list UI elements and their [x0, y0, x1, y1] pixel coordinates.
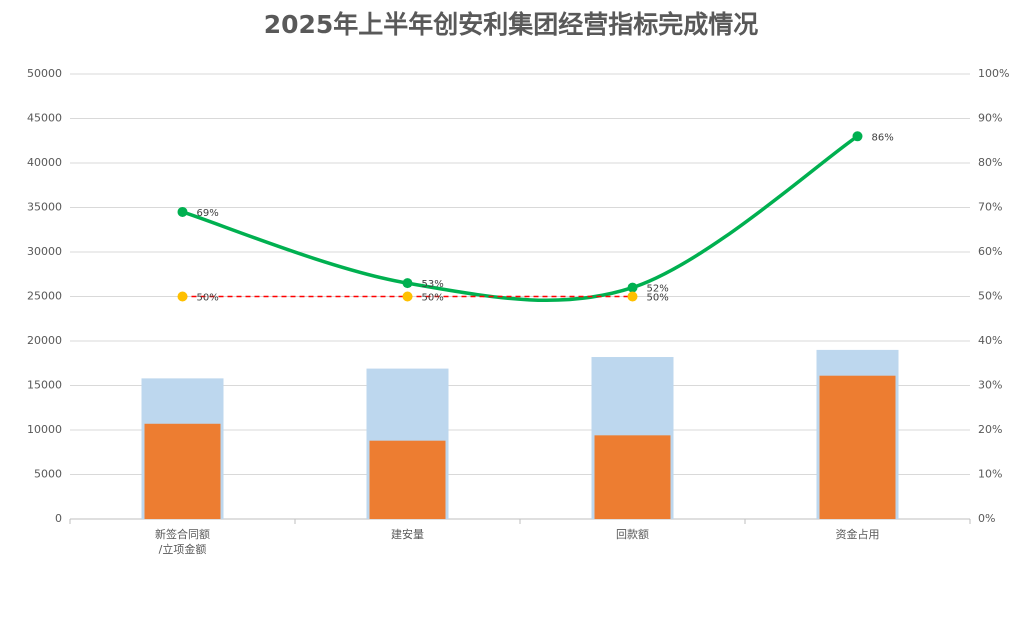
chart-title: 2025年上半年创安利集团经营指标完成情况 — [264, 10, 759, 39]
y-tick-label: 15000 — [27, 379, 62, 392]
y-tick-label: 45000 — [27, 112, 62, 125]
y-tick-label: 10000 — [27, 423, 62, 436]
bar — [819, 375, 896, 519]
y-tick-label: 0 — [55, 512, 62, 525]
bar — [369, 440, 446, 519]
y2-tick-label: 30% — [978, 379, 1002, 392]
y-tick-label: 50000 — [27, 67, 62, 80]
marker — [402, 278, 413, 289]
y2-tick-label: 100% — [978, 67, 1009, 80]
value-label: 86% — [872, 132, 894, 143]
x-tick-label: 资金占用 — [836, 527, 880, 541]
marker — [627, 282, 638, 293]
value-label: 69% — [197, 208, 219, 219]
y2-tick-label: 10% — [978, 468, 1002, 481]
bar — [144, 423, 221, 519]
y2-tick-label: 0% — [978, 512, 995, 525]
value-label: 52% — [647, 284, 669, 295]
bar — [594, 435, 671, 519]
y2-tick-label: 50% — [978, 290, 1002, 303]
y2-tick-label: 40% — [978, 334, 1002, 347]
x-tick-label: 建安量 — [391, 527, 424, 541]
marker — [177, 291, 188, 302]
y2-tick-label: 20% — [978, 423, 1002, 436]
y-tick-label: 25000 — [27, 290, 62, 303]
marker — [627, 291, 638, 302]
y2-tick-label: 90% — [978, 112, 1002, 125]
x-tick-label: 回款额 — [616, 527, 649, 541]
marker — [852, 131, 863, 142]
y2-tick-label: 70% — [978, 201, 1002, 214]
y2-tick-label: 80% — [978, 156, 1002, 169]
y-tick-label: 30000 — [27, 245, 62, 258]
y-tick-label: 5000 — [34, 468, 62, 481]
x-tick-label: 新签合同额/立项金额 — [155, 527, 210, 556]
value-label: 53% — [422, 279, 444, 290]
marker — [402, 291, 413, 302]
y-tick-label: 35000 — [27, 201, 62, 214]
marker — [177, 206, 188, 217]
y-tick-label: 20000 — [27, 334, 62, 347]
value-label: 50% — [647, 293, 669, 304]
y-tick-label: 40000 — [27, 156, 62, 169]
line — [181, 134, 859, 303]
value-label: 50% — [422, 293, 444, 304]
y2-tick-label: 60% — [978, 245, 1002, 258]
value-label: 50% — [197, 293, 219, 304]
